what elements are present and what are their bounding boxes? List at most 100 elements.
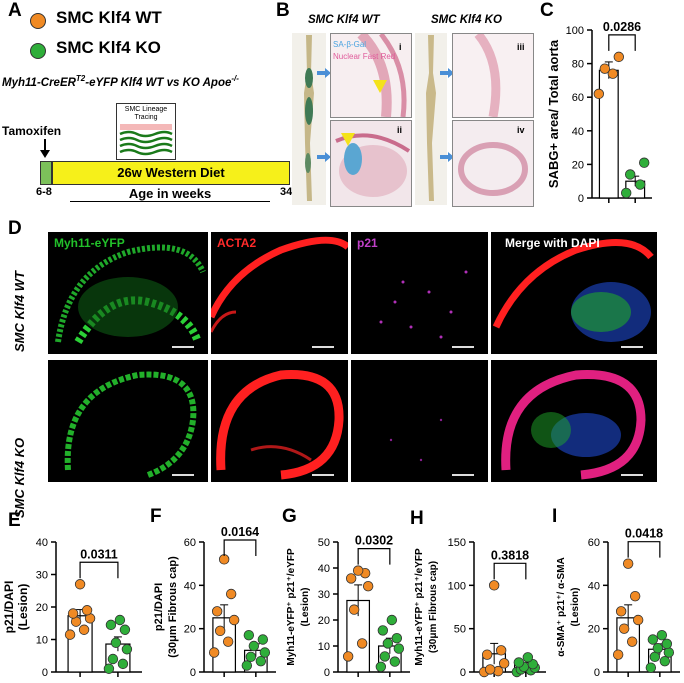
significance-bracket: [493, 562, 527, 580]
start-age-label: 6-8: [36, 186, 52, 198]
micro-wt-p21: p21: [351, 232, 488, 354]
data-point: [663, 647, 675, 658]
y-axis-label-line2: (30μm Fibrous cap): [428, 561, 439, 653]
data-point: [618, 623, 630, 634]
y-tick-label: 60: [184, 537, 196, 549]
significance-bracket: [627, 541, 661, 558]
micro-ko-acta2: [211, 360, 348, 482]
chart-g: 0 10 20 30 40 50 Myh11-eYFP⁺ p21⁺/eYFP (Lesion)…: [286, 534, 410, 679]
age-axis-label: Age in weeks: [128, 186, 212, 201]
western-diet-label: 26w Western Diet: [117, 165, 225, 180]
data-point: [345, 573, 357, 584]
data-point: [248, 640, 260, 652]
data-point: [67, 608, 79, 619]
data-point: [211, 606, 223, 617]
p-value-label: 0.3818: [491, 548, 529, 562]
y-axis-label: p21/DAPI: [153, 583, 165, 631]
artery-layers-icon: [119, 124, 173, 156]
ko-arrow-iii-icon: [440, 68, 454, 78]
data-point: [119, 624, 131, 635]
data-point: [107, 653, 119, 665]
data-point: [661, 638, 673, 650]
histology-tile-iii: iii: [452, 31, 534, 118]
data-point: [356, 638, 368, 649]
y-axis-label: Myh11-eYFP⁺ p21⁺/eYFP: [414, 548, 425, 666]
scale-bar: [621, 346, 643, 348]
data-point: [259, 647, 271, 658]
y-tick-label: 0: [594, 667, 600, 679]
data-point: [375, 661, 387, 673]
y-tick-label: 20: [184, 624, 196, 636]
panel-letter-g: G: [282, 506, 297, 527]
histology-tile-i: SA-β-Gal Nuclear Fast Red i: [330, 30, 412, 118]
significance-bracket: [79, 561, 119, 579]
tile-iv-label: iv: [517, 125, 525, 135]
y-tick-label: 40: [184, 580, 196, 592]
ko-whole-aorta-image: [415, 33, 447, 205]
y-tick-label: 50: [318, 537, 330, 549]
y-tick-label: 20: [588, 624, 600, 636]
panel-letter-h: H: [410, 508, 424, 529]
data-point: [634, 179, 646, 190]
data-point: [513, 657, 525, 668]
data-point: [622, 558, 634, 569]
data-point: [615, 606, 627, 617]
y-tick-label: 0: [42, 667, 48, 679]
data-point: [652, 642, 664, 654]
data-point: [382, 638, 394, 649]
micro-ko-merge: [491, 360, 657, 482]
ko-arrow-iv-icon: [440, 152, 454, 162]
tile-ii-label: ii: [397, 125, 403, 135]
data-point: [393, 643, 405, 654]
y-tick-label: 10: [36, 635, 48, 647]
panel-letter-i: I: [552, 506, 558, 527]
micro-wt-acta2: ACTA2: [211, 232, 348, 354]
scale-bar: [621, 474, 643, 476]
legend-ko-marker: [30, 43, 46, 59]
y-axis-label-line2: (30μm Fibrous cap): [167, 556, 179, 658]
y-tick-label: 100: [448, 580, 466, 592]
panel-letter-c: C: [540, 0, 554, 21]
chart-i: 0 20 40 60 α-SMA⁺ p21⁺/ α-SMA (Lesion) 0.0418: [556, 527, 680, 679]
data-point: [593, 88, 605, 100]
western-diet-bar: 26w Western Diet: [52, 161, 290, 185]
data-point: [626, 636, 638, 647]
mouse-model-title: Myh11-CreERT2-eYFP Klf4 WT vs KO Apoe-/-: [2, 74, 239, 89]
scale-bar: [172, 346, 194, 348]
data-point: [481, 649, 493, 660]
data-point: [114, 614, 126, 626]
data-point: [74, 579, 86, 590]
chart-h: 0 50 100 150 Myh11-eYFP⁺ p21⁺/eYFP (30μm Fibr…: [414, 537, 546, 679]
data-point: [241, 660, 253, 671]
micro-wt-acta2-drawing: [211, 236, 348, 333]
legend-ko-label: SMC Klf4 KO: [56, 38, 161, 57]
scale-bar: [312, 346, 334, 348]
data-point: [656, 629, 668, 641]
p-value-label: 0.0311: [80, 547, 118, 561]
tile-i-drawing: [357, 30, 407, 118]
scale-bar: [452, 346, 474, 348]
data-point: [245, 651, 257, 663]
row-label-wt: SMC Klf4 WT: [12, 271, 27, 352]
y-tick-label: 40: [318, 563, 330, 575]
micro-ko-acta2-drawing: [216, 370, 344, 480]
data-point: [612, 649, 624, 660]
y-axis-label: α-SMA⁺ p21⁺/ α-SMA: [556, 557, 567, 657]
wt-aorta-drawing: [304, 35, 314, 201]
y-tick-label: 0: [190, 667, 196, 679]
data-point: [498, 658, 510, 669]
p-value-label: 0.0164: [221, 525, 259, 539]
data-point: [121, 644, 133, 655]
y-tick-label: 20: [318, 615, 330, 627]
data-point: [645, 662, 657, 673]
scale-bar: [172, 474, 194, 476]
data-point: [599, 63, 611, 74]
legend-wt-marker: [30, 13, 46, 29]
data-point: [348, 604, 360, 615]
data-point: [495, 645, 507, 656]
lineage-tracing-label: SMC Lineage Tracing: [124, 106, 168, 121]
y-axis-label-line2: (Lesion): [16, 584, 30, 631]
tile-iii-label: iii: [517, 42, 525, 52]
data-point: [386, 614, 398, 626]
data-point: [391, 632, 403, 644]
